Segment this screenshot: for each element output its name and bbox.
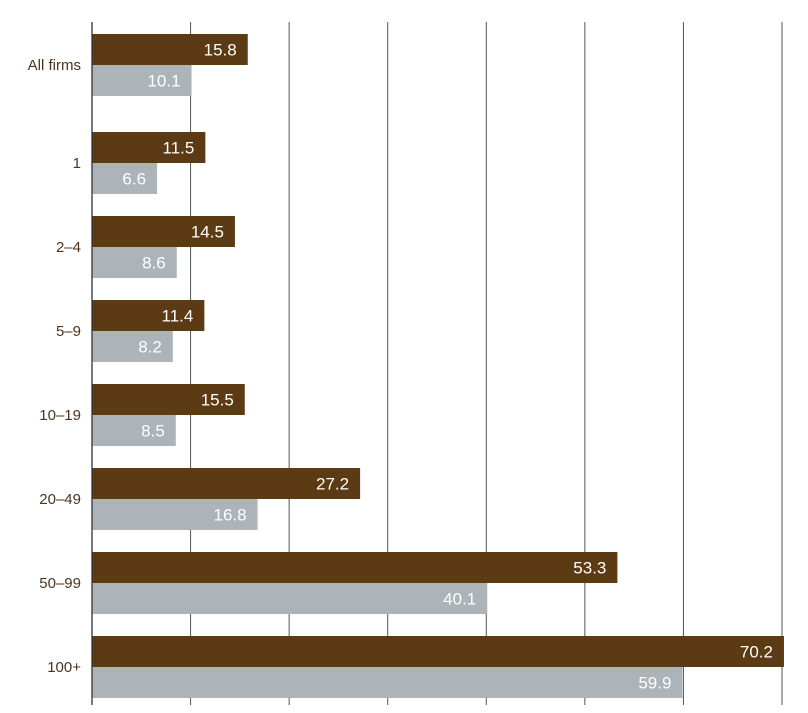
bar-series-2 <box>92 583 488 614</box>
category-label: 2–4 <box>56 239 81 256</box>
data-label: 10.1 <box>147 72 180 91</box>
bar-series-2 <box>92 667 683 698</box>
grid-lines <box>190 22 783 705</box>
category-label: 20–49 <box>39 491 81 508</box>
data-label: 16.8 <box>214 506 247 525</box>
data-label: 11.5 <box>163 139 195 158</box>
bar-series-1 <box>92 34 248 65</box>
bar-series-2 <box>92 415 176 446</box>
data-label: 14.5 <box>191 223 224 242</box>
data-label: 8.5 <box>141 422 165 441</box>
bar-series-2 <box>92 499 258 530</box>
data-label: 59.9 <box>638 674 671 693</box>
bar-series-2 <box>92 331 173 362</box>
category-label: 100+ <box>47 659 81 676</box>
bar-series-2 <box>92 163 158 194</box>
labels: All firms 15.8 10.1 1 11.5 6.6 2–4 14.5 8.6 5–9 11… <box>28 41 773 693</box>
bar-series-1 <box>92 384 245 415</box>
category-label: All firms <box>28 57 81 74</box>
category-label: 5–9 <box>56 323 81 340</box>
category-label: 50–99 <box>39 575 81 592</box>
data-label: 53.3 <box>573 559 606 578</box>
data-label: 15.5 <box>201 391 234 410</box>
data-label: 40.1 <box>443 590 476 609</box>
bar-series-1 <box>92 300 205 331</box>
data-label: 15.8 <box>204 41 237 60</box>
bar-series-1 <box>92 552 618 583</box>
bar-series-1 <box>92 132 206 163</box>
category-label: 10–19 <box>39 407 81 424</box>
data-label: 8.2 <box>138 338 162 357</box>
data-label: 70.2 <box>740 643 773 662</box>
data-label: 11.4 <box>162 307 194 326</box>
data-label: 8.6 <box>142 254 166 273</box>
bar-series-1 <box>92 636 784 667</box>
data-label: 6.6 <box>122 170 146 189</box>
bar-series-1 <box>92 216 235 247</box>
bar-series-2 <box>92 65 192 96</box>
data-label: 27.2 <box>316 475 349 494</box>
bars <box>92 34 784 698</box>
bar-series-2 <box>92 247 177 278</box>
bar-series-1 <box>92 468 361 499</box>
category-label: 1 <box>73 155 81 172</box>
